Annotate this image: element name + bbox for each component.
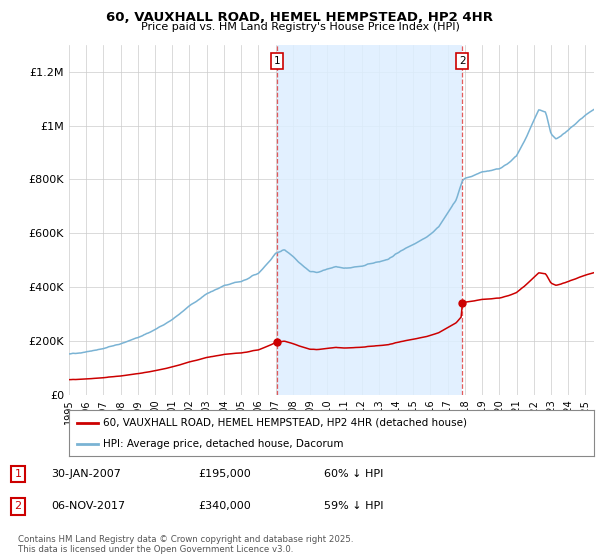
Bar xyxy=(277,45,462,395)
Text: 2: 2 xyxy=(459,56,466,66)
Text: £340,000: £340,000 xyxy=(198,501,251,511)
Text: 59% ↓ HPI: 59% ↓ HPI xyxy=(324,501,383,511)
Text: 60, VAUXHALL ROAD, HEMEL HEMPSTEAD, HP2 4HR: 60, VAUXHALL ROAD, HEMEL HEMPSTEAD, HP2 … xyxy=(107,11,493,24)
Text: 60% ↓ HPI: 60% ↓ HPI xyxy=(324,469,383,479)
Text: 30-JAN-2007: 30-JAN-2007 xyxy=(51,469,121,479)
Text: Price paid vs. HM Land Registry's House Price Index (HPI): Price paid vs. HM Land Registry's House … xyxy=(140,22,460,32)
Text: 60, VAUXHALL ROAD, HEMEL HEMPSTEAD, HP2 4HR (detached house): 60, VAUXHALL ROAD, HEMEL HEMPSTEAD, HP2 … xyxy=(103,418,467,428)
Text: £195,000: £195,000 xyxy=(198,469,251,479)
Text: 2: 2 xyxy=(14,501,22,511)
Text: Contains HM Land Registry data © Crown copyright and database right 2025.
This d: Contains HM Land Registry data © Crown c… xyxy=(18,535,353,554)
Text: 1: 1 xyxy=(14,469,22,479)
Text: 1: 1 xyxy=(274,56,280,66)
Text: HPI: Average price, detached house, Dacorum: HPI: Average price, detached house, Daco… xyxy=(103,439,344,449)
Text: 06-NOV-2017: 06-NOV-2017 xyxy=(51,501,125,511)
